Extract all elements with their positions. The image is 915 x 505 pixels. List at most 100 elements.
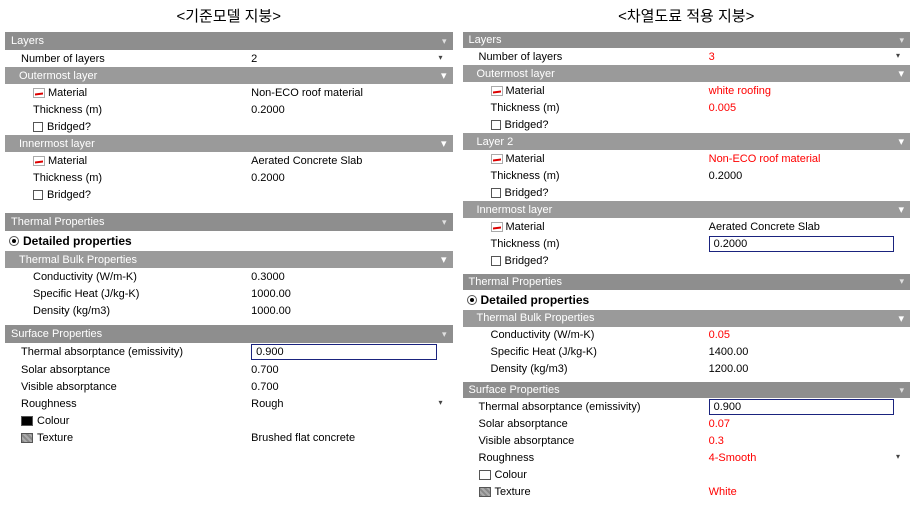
outermost-header[interactable]: Outermost layer ▾ bbox=[5, 67, 453, 84]
layer2-thickness-value[interactable]: 0.2000 bbox=[709, 170, 910, 182]
roughness-row-r: Roughness 4-Smooth▾ bbox=[463, 449, 911, 466]
visible-abs-value[interactable]: 0.700 bbox=[251, 381, 452, 393]
density-label-r: Density (kg/m3) bbox=[463, 363, 709, 375]
num-layers-value[interactable]: 2 ▾ bbox=[251, 53, 452, 65]
specific-heat-row-r: Specific Heat (J/kg-K) 1400.00 bbox=[463, 344, 911, 361]
visible-abs-label: Visible absorptance bbox=[5, 381, 251, 393]
roughness-label-r: Roughness bbox=[463, 452, 709, 464]
layer2-material-label: Material bbox=[463, 153, 709, 165]
material-label-r: Material bbox=[463, 85, 709, 97]
roughness-value-r[interactable]: 4-Smooth▾ bbox=[709, 452, 910, 464]
thermal-abs-label-r: Thermal absorptance (emissivity) bbox=[463, 401, 709, 413]
colour-swatch-icon bbox=[479, 470, 491, 480]
texture-value[interactable]: Brushed flat concrete bbox=[251, 432, 452, 444]
conductivity-value[interactable]: 0.3000 bbox=[251, 271, 452, 283]
solar-abs-value[interactable]: 0.700 bbox=[251, 364, 452, 376]
thickness-value-r[interactable]: 0.005 bbox=[709, 102, 910, 114]
detailed-radio-r[interactable] bbox=[467, 295, 477, 305]
material-row-r: Material white roofing bbox=[463, 82, 911, 99]
visible-abs-value-r[interactable]: 0.3 bbox=[709, 435, 910, 447]
detailed-radio[interactable] bbox=[9, 236, 19, 246]
solar-abs-value-r[interactable]: 0.07 bbox=[709, 418, 910, 430]
thickness-value[interactable]: 0.2000 bbox=[251, 104, 452, 116]
layer2-bridged-row: Bridged? bbox=[463, 184, 911, 201]
material-row: Material Non-ECO roof material bbox=[5, 84, 453, 101]
bulk-header-r[interactable]: Thermal Bulk Properties ▾ bbox=[463, 310, 911, 327]
inner-thickness-input-r[interactable]: 0.2000 bbox=[709, 236, 895, 252]
layers-header-r[interactable]: Layers ▾ bbox=[463, 32, 911, 48]
thermal-abs-value[interactable]: 0.900 bbox=[251, 344, 452, 360]
num-layers-value-r[interactable]: 3▾ bbox=[709, 51, 910, 63]
visible-abs-row: Visible absorptance 0.700 bbox=[5, 378, 453, 395]
outermost-header-label: Outermost layer bbox=[19, 70, 97, 82]
specific-heat-value-r[interactable]: 1400.00 bbox=[709, 346, 910, 358]
num-layers-row-r: Number of layers 3▾ bbox=[463, 48, 911, 65]
colour-swatch-icon bbox=[21, 416, 33, 426]
innermost-header-r[interactable]: Innermost layer ▾ bbox=[463, 201, 911, 218]
inner-material-row-r: Material Aerated Concrete Slab bbox=[463, 218, 911, 235]
inner-material-value[interactable]: Aerated Concrete Slab bbox=[251, 155, 452, 167]
collapse-icon: ▾ bbox=[898, 312, 904, 325]
layers-header[interactable]: Layers ▾ bbox=[5, 32, 453, 50]
inner-bridged-label-r: Bridged? bbox=[463, 255, 709, 267]
inner-bridged-row: Bridged? bbox=[5, 186, 453, 203]
colour-label-text-r: Colour bbox=[495, 469, 527, 481]
layer2-header[interactable]: Layer 2 ▾ bbox=[463, 133, 911, 150]
colour-label: Colour bbox=[5, 415, 251, 427]
collapse-icon: ▾ bbox=[442, 36, 447, 47]
texture-value-r[interactable]: White bbox=[709, 486, 910, 498]
collapse-icon: ▾ bbox=[899, 35, 904, 46]
detailed-properties-row[interactable]: Detailed properties bbox=[5, 231, 453, 251]
density-label: Density (kg/m3) bbox=[5, 305, 251, 317]
material-label: Material bbox=[5, 87, 251, 99]
surface-header-r[interactable]: Surface Properties ▾ bbox=[463, 382, 911, 398]
layer2-thickness-row: Thickness (m) 0.2000 bbox=[463, 167, 911, 184]
thickness-label-r: Thickness (m) bbox=[463, 102, 709, 114]
roughness-value[interactable]: Rough▾ bbox=[251, 398, 452, 410]
inner-material-label-r: Material bbox=[463, 221, 709, 233]
conductivity-value-r[interactable]: 0.05 bbox=[709, 329, 910, 341]
outermost-header-label-r: Outermost layer bbox=[477, 68, 555, 80]
bridged-checkbox[interactable] bbox=[33, 122, 43, 132]
inner-material-value-r[interactable]: Aerated Concrete Slab bbox=[709, 221, 910, 233]
innermost-header[interactable]: Innermost layer ▾ bbox=[5, 135, 453, 152]
thermal-abs-input[interactable]: 0.900 bbox=[251, 344, 437, 360]
density-value-r[interactable]: 1200.00 bbox=[709, 363, 910, 375]
surface-header[interactable]: Surface Properties ▾ bbox=[5, 325, 453, 343]
colour-label-r: Colour bbox=[463, 469, 709, 481]
roughness-label: Roughness bbox=[5, 398, 251, 410]
inner-thickness-value[interactable]: 0.2000 bbox=[251, 172, 452, 184]
detailed-properties-row-r[interactable]: Detailed properties bbox=[463, 290, 911, 310]
bulk-header-label-r: Thermal Bulk Properties bbox=[477, 312, 595, 324]
colour-row-r: Colour bbox=[463, 466, 911, 483]
layer2-material-value[interactable]: Non-ECO roof material bbox=[709, 153, 910, 165]
num-layers-label: Number of layers bbox=[5, 53, 251, 65]
bridged-checkbox[interactable] bbox=[491, 188, 501, 198]
bridged-checkbox[interactable] bbox=[491, 256, 501, 266]
inner-thickness-value-r[interactable]: 0.2000 bbox=[709, 236, 910, 252]
material-value[interactable]: Non-ECO roof material bbox=[251, 87, 452, 99]
specific-heat-label: Specific Heat (J/kg-K) bbox=[5, 288, 251, 300]
collapse-icon: ▾ bbox=[442, 217, 447, 228]
thermal-header[interactable]: Thermal Properties ▾ bbox=[5, 213, 453, 231]
specific-heat-value[interactable]: 1000.00 bbox=[251, 288, 452, 300]
outermost-header-r[interactable]: Outermost layer ▾ bbox=[463, 65, 911, 82]
thermal-abs-input-r[interactable]: 0.900 bbox=[709, 399, 895, 415]
innermost-header-label-r: Innermost layer bbox=[477, 204, 553, 216]
thermal-abs-value-r[interactable]: 0.900 bbox=[709, 399, 910, 415]
bulk-header[interactable]: Thermal Bulk Properties ▾ bbox=[5, 251, 453, 268]
thickness-row-r: Thickness (m) 0.005 bbox=[463, 99, 911, 116]
bridged-checkbox[interactable] bbox=[33, 190, 43, 200]
bridged-checkbox[interactable] bbox=[491, 120, 501, 130]
density-value[interactable]: 1000.00 bbox=[251, 305, 452, 317]
dropdown-icon: ▾ bbox=[896, 452, 900, 461]
material-value-r[interactable]: white roofing bbox=[709, 85, 910, 97]
conductivity-label-r: Conductivity (W/m-K) bbox=[463, 329, 709, 341]
bulk-header-label: Thermal Bulk Properties bbox=[19, 254, 137, 266]
collapse-icon: ▾ bbox=[898, 135, 904, 148]
collapse-icon: ▾ bbox=[899, 385, 904, 396]
thermal-header-r[interactable]: Thermal Properties ▾ bbox=[463, 274, 911, 290]
visible-abs-label-r: Visible absorptance bbox=[463, 435, 709, 447]
inner-bridged-label-text-r: Bridged? bbox=[505, 255, 549, 267]
conductivity-row-r: Conductivity (W/m-K) 0.05 bbox=[463, 327, 911, 344]
